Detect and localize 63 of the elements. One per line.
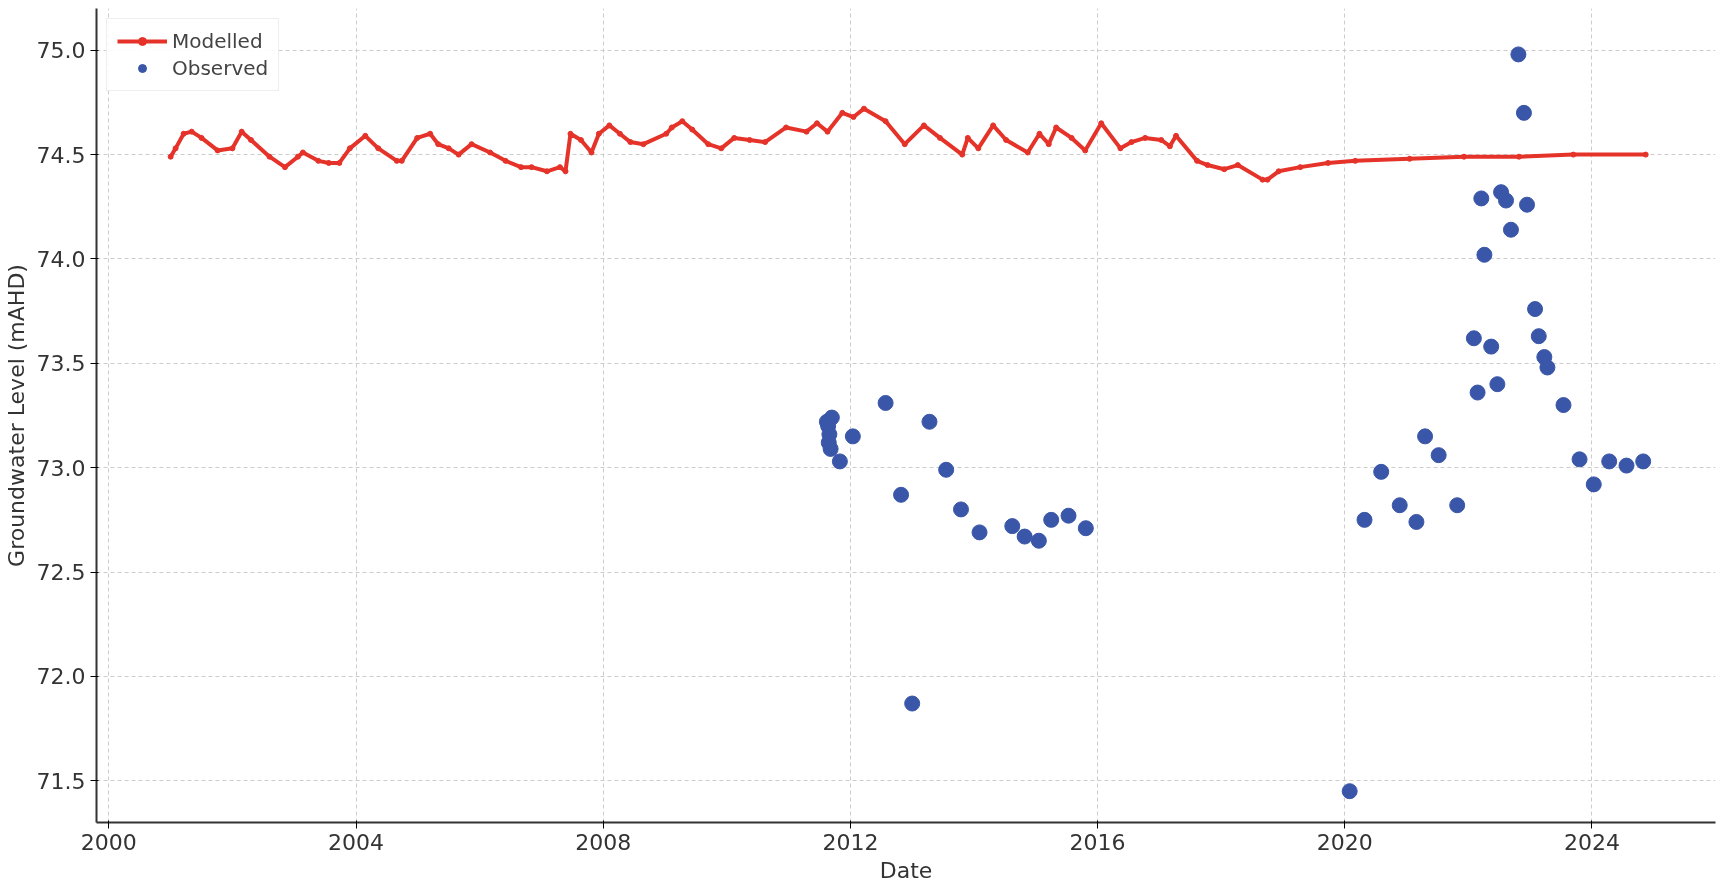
- x-tick-label: 2020: [1316, 829, 1373, 855]
- y-tick-label: 73.0: [36, 455, 86, 481]
- y-tick-label: 75.0: [36, 38, 86, 64]
- point: [1465, 330, 1482, 347]
- x-tick-label: 2024: [1563, 829, 1620, 855]
- point: [1473, 190, 1490, 207]
- point: [921, 413, 938, 430]
- x-tick-label: 2000: [80, 829, 137, 855]
- point: [1469, 384, 1486, 401]
- point: [1571, 451, 1588, 468]
- x-tick-label: 2008: [575, 829, 632, 855]
- point: [1585, 476, 1602, 493]
- point: [1489, 376, 1506, 393]
- point: [1060, 507, 1077, 524]
- legend-label: Observed: [172, 56, 269, 80]
- point: [1510, 46, 1527, 63]
- y-tick-label: 71.5: [36, 768, 86, 794]
- point: [1341, 783, 1358, 800]
- point: [1430, 447, 1447, 464]
- point: [1004, 518, 1021, 535]
- point: [953, 501, 969, 518]
- point: [1408, 513, 1425, 530]
- point: [971, 524, 988, 541]
- point: [1030, 532, 1047, 549]
- point: [1515, 104, 1532, 121]
- point: [1502, 221, 1519, 238]
- y-tick-label: 72.5: [36, 560, 86, 586]
- point: [1016, 528, 1033, 545]
- x-axis-title: Date: [879, 857, 933, 883]
- point: [1449, 497, 1466, 514]
- x-tick-label: 2004: [328, 829, 385, 855]
- point: [1391, 497, 1408, 514]
- x-tick-label: 2012: [822, 829, 879, 855]
- point: [1476, 246, 1493, 263]
- point: [1530, 328, 1547, 345]
- legend-label: Modelled: [172, 29, 263, 53]
- point: [1555, 397, 1572, 414]
- point: [1519, 196, 1536, 213]
- point: [1498, 192, 1515, 209]
- y-tick-label: 74.5: [36, 142, 86, 168]
- point: [1539, 359, 1556, 376]
- point: [938, 461, 955, 478]
- point: [1373, 463, 1390, 480]
- point: [877, 394, 894, 411]
- point: [1043, 511, 1060, 528]
- point: [1618, 457, 1635, 474]
- point: [1601, 453, 1618, 470]
- y-tick-label: 72.0: [36, 664, 86, 690]
- point: [844, 428, 861, 445]
- y-tick-label: 73.5: [36, 351, 86, 377]
- x-tick-label: 2016: [1069, 829, 1126, 855]
- point: [1635, 453, 1652, 470]
- point: [823, 409, 840, 426]
- point: [904, 695, 921, 712]
- point: [1077, 520, 1094, 537]
- y-axis-title: Groundwater Level (mAHD): [3, 264, 29, 567]
- point: [1527, 301, 1544, 318]
- y-tick-label: 74.0: [36, 246, 86, 272]
- point: [831, 453, 848, 470]
- point: [1417, 428, 1434, 445]
- point: [1356, 511, 1373, 528]
- point: [893, 486, 910, 503]
- point: [1483, 338, 1500, 355]
